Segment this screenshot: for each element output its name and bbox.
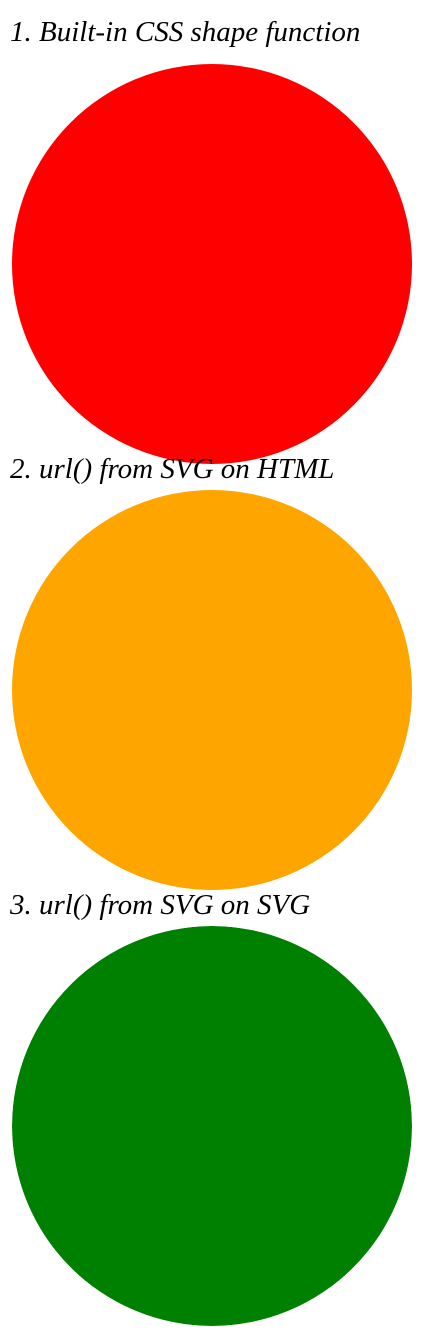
orange-circle — [12, 490, 412, 890]
section-svg-on-html: 2. url() from SVG on HTML — [0, 452, 444, 890]
section-css-shape: 1. Built-in CSS shape function — [0, 15, 444, 464]
section-title: 3. url() from SVG on SVG — [10, 889, 311, 921]
section-title: 1. Built-in CSS shape function — [10, 16, 361, 48]
section-svg-on-svg: 3. url() from SVG on SVG — [0, 888, 444, 1331]
red-circle — [12, 64, 412, 464]
green-circle — [12, 926, 412, 1326]
green-circle-svg — [12, 926, 412, 1326]
section-title: 2. url() from SVG on HTML — [10, 453, 335, 485]
